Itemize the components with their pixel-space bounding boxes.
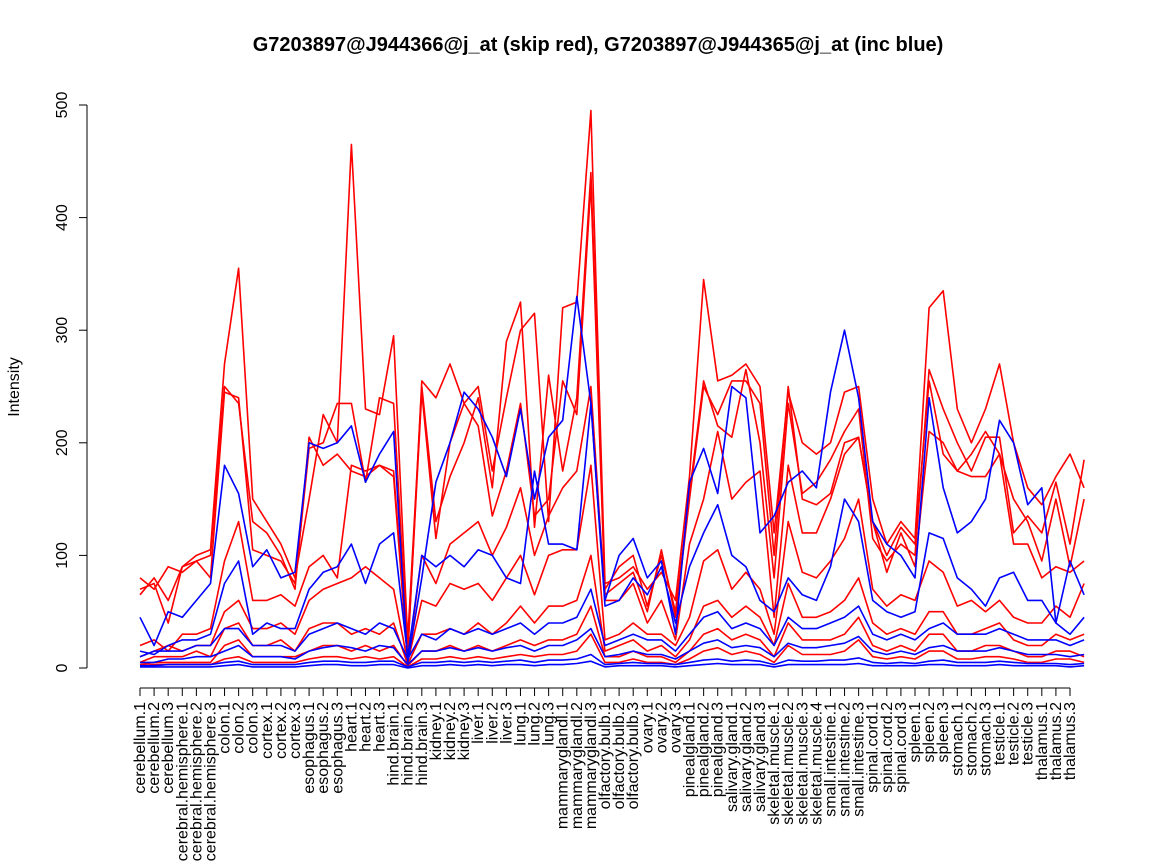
x-tick-label: thalamus.2 (1048, 702, 1065, 780)
x-tick-label: thalamus.1 (1034, 702, 1051, 780)
x-tick-label: olfactory.bulb.3 (625, 702, 642, 809)
x-tick-label: hind.brain.1 (386, 702, 403, 786)
x-tick-label: skeletal.muscle.2 (780, 702, 797, 825)
skip-series-line-1 (139, 143, 1085, 641)
inc-series-line-11 (140, 627, 1085, 666)
x-tick-label: pinealgland.3 (710, 702, 727, 797)
x-tick-label: cerebral.hemisphere.3 (202, 702, 219, 861)
y-tick-label: 500 (54, 92, 71, 119)
x-tick-label: small.intestine.3 (851, 702, 868, 817)
x-tick-label: ovary.3 (667, 702, 684, 753)
inc-series-line-13 (140, 660, 1085, 669)
x-tick-label: spinal.cord.1 (865, 702, 882, 793)
x-tick-label: testicle.2 (1006, 702, 1023, 765)
x-tick-label: skeletal.muscle.3 (794, 702, 811, 825)
x-tick-label: cerebellum.2 (146, 702, 163, 794)
x-tick-label: colon.3 (245, 702, 262, 754)
x-tick-label: stomach.1 (949, 702, 966, 776)
x-tick-label: esophagus.2 (315, 702, 332, 794)
x-tick-label: hind.brain.3 (414, 702, 431, 786)
y-axis: 0 100 200 300 400 500 (54, 92, 88, 672)
x-tick-label: lung.3 (541, 702, 558, 746)
x-tick-label: heart.1 (343, 702, 360, 752)
series-lines (139, 109, 1085, 669)
x-tick-label: spinal.cord.3 (893, 702, 910, 793)
inc-series-line-10 (139, 588, 1085, 660)
x-tick-label: pinealgland.2 (696, 702, 713, 797)
x-tick-label: cerebellum.1 (132, 702, 149, 794)
x-tick-label: cortex.3 (287, 702, 304, 759)
inc-series-line-9 (139, 402, 1085, 658)
y-tick-label: 100 (54, 542, 71, 569)
x-tick-label: small.intestine.1 (822, 702, 839, 817)
x-tick-label: mammaryglandl.3 (583, 702, 600, 829)
x-tick-label: cerebral.hemisphere.1 (174, 702, 191, 861)
x-tick-label: cortex.2 (273, 702, 290, 759)
y-tick-label: 400 (54, 204, 71, 231)
x-tick-label: spleen.2 (921, 702, 938, 763)
inc-series-line-8 (139, 295, 1085, 664)
x-tick-label: lung.1 (512, 702, 529, 746)
skip-series-line-4 (139, 464, 1085, 664)
x-tick-label: olfactory.bulb.2 (611, 702, 628, 809)
x-tick-label: salivary.gland.1 (724, 702, 741, 812)
x-tick-label: esophagus.1 (301, 702, 318, 794)
x-axis: cerebellum.1cerebellum.2cerebellum.3cere… (132, 687, 1079, 861)
x-tick-label: testicle.3 (1020, 702, 1037, 765)
skip-series-line-3 (139, 385, 1085, 664)
x-tick-label: ovary.1 (639, 702, 656, 753)
chart-title: G7203897@J944366@j_at (skip red), G72038… (253, 34, 944, 56)
x-tick-label: liver.2 (484, 702, 501, 744)
x-tick-label: spleen.3 (935, 702, 952, 763)
x-tick-label: stomach.2 (963, 702, 980, 776)
x-tick-label: kidney.1 (428, 702, 445, 761)
x-tick-label: small.intestine.2 (837, 702, 854, 817)
x-tick-label: liver.1 (470, 702, 487, 744)
x-tick-label: salivary.gland.3 (752, 702, 769, 812)
x-tick-label: skeletal.muscle.1 (766, 702, 783, 825)
x-tick-label: testicle.1 (992, 702, 1009, 765)
y-tick-label: 300 (54, 317, 71, 344)
x-tick-label: mammaryglandl.1 (555, 702, 572, 829)
y-axis-label: Intensity (6, 357, 23, 417)
y-tick-label: 200 (54, 429, 71, 456)
x-tick-label: hind.brain.2 (400, 702, 417, 786)
inc-series-line-12 (140, 653, 1085, 668)
skip-series-line-2 (139, 183, 1085, 652)
x-tick-label: mammaryglandl.2 (569, 702, 586, 829)
x-tick-label: thalamus.3 (1062, 702, 1079, 780)
x-tick-label: spleen.1 (907, 702, 924, 763)
x-tick-label: ovary.2 (653, 702, 670, 753)
x-tick-label: lung.2 (527, 702, 544, 746)
x-tick-label: heart.3 (372, 702, 389, 752)
y-tick-label: 0 (54, 663, 71, 672)
skip-series-line-7 (139, 633, 1085, 668)
x-tick-label: salivary.gland.2 (738, 702, 755, 812)
x-tick-label: olfactory.bulb.1 (597, 702, 614, 809)
x-tick-label: cortex.1 (259, 702, 276, 759)
x-tick-label: kidney.2 (442, 702, 459, 761)
x-tick-label: colon.1 (217, 702, 234, 754)
x-tick-label: colon.2 (231, 702, 248, 754)
skip-series-line-0 (139, 109, 1085, 658)
x-tick-label: spinal.cord.2 (879, 702, 896, 793)
skip-series-line-6 (139, 605, 1085, 667)
x-tick-label: cerebral.hemisphere.2 (188, 702, 205, 861)
x-tick-label: heart.2 (357, 702, 374, 752)
x-tick-label: stomach.3 (977, 702, 994, 776)
x-tick-label: esophagus.3 (329, 702, 346, 794)
x-tick-label: pinealgland.1 (682, 702, 699, 797)
x-tick-label: kidney.3 (456, 702, 473, 761)
x-tick-label: liver.3 (498, 702, 515, 744)
x-tick-label: cerebellum.3 (160, 702, 177, 794)
x-tick-label: skeletal.muscle.4 (808, 702, 825, 825)
